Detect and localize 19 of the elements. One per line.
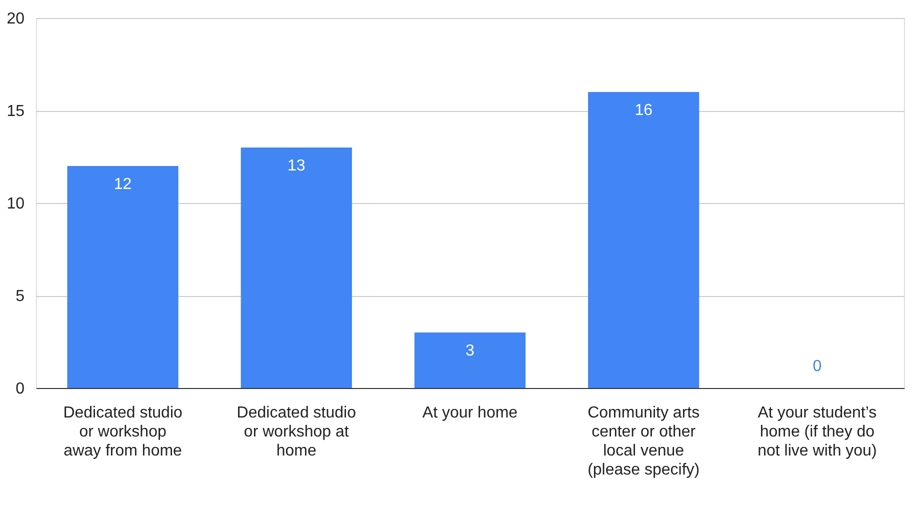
x-tick-label: Dedicated studio or workshop at home: [236, 404, 356, 460]
x-tick-label: At your home: [422, 404, 518, 422]
bar: [414, 332, 526, 388]
y-tick-label: 15: [6, 103, 25, 120]
data-label: 3: [466, 342, 475, 360]
y-tick-label: 0: [16, 380, 25, 398]
x-tick-label: At your student’s home (if they do not live with you): [758, 404, 877, 460]
y-tick-label: 10: [6, 196, 25, 212]
data-label: 12: [114, 176, 132, 193]
data-label: 0: [812, 358, 822, 375]
bar: [588, 92, 700, 388]
data-label: 13: [288, 158, 306, 174]
bar: [240, 148, 352, 388]
x-tick-label: Dedicated studio or workshop away from home: [63, 404, 182, 460]
data-label: 16: [634, 102, 653, 119]
y-tick-label: 20: [6, 10, 25, 28]
y-tick-label: 5: [16, 288, 25, 305]
bar: [67, 166, 178, 388]
x-tick-label: Community arts center or other local venue (please specify): [588, 404, 700, 478]
